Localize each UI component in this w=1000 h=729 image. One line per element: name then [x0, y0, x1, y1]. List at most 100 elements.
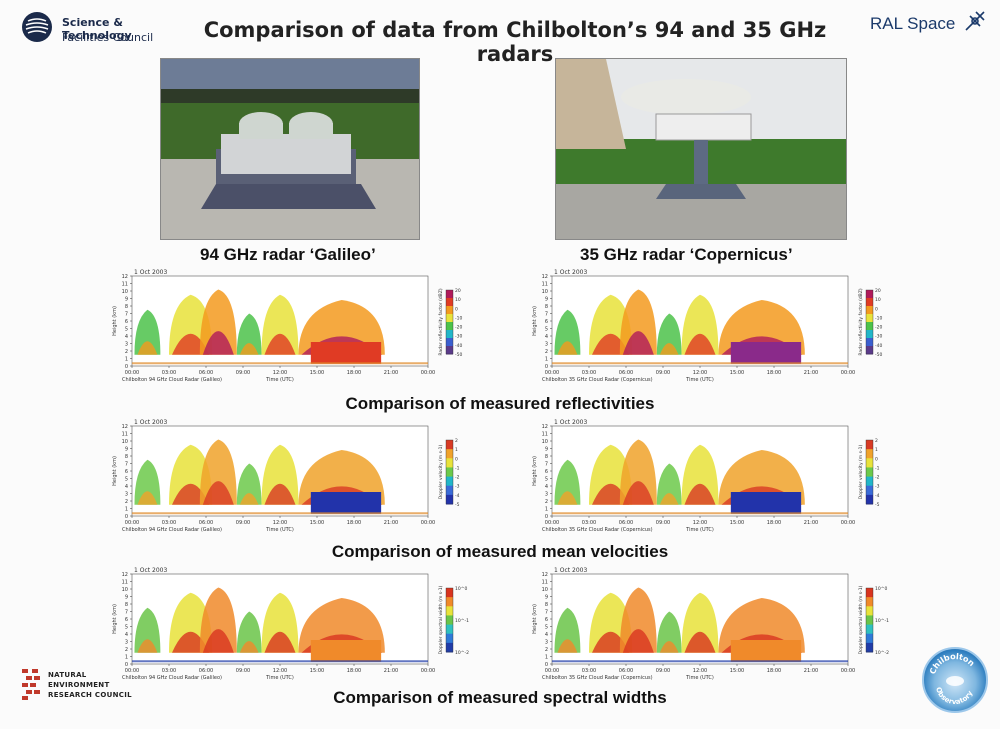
height-tick-label: 4: [125, 334, 128, 340]
colorbar-tick-label: -5: [875, 502, 880, 508]
ral-space-text: RAL Space: [870, 14, 956, 33]
rain-region: [310, 342, 382, 364]
height-tick-label: 3: [545, 640, 548, 646]
colorbar-segment: [866, 485, 873, 496]
cloud-region: [656, 463, 682, 505]
colorbar-segment: [866, 298, 873, 307]
time-tick-label: 00:00: [125, 370, 139, 376]
colorbar-frame: [865, 289, 874, 355]
height-tick-label: 0: [125, 514, 128, 520]
cloud-core: [239, 641, 259, 653]
satellite-icon: [965, 11, 985, 31]
cloud-region: [261, 294, 299, 355]
colorbar-tick-label: -3: [875, 484, 880, 490]
colorbar-segment: [446, 633, 453, 644]
time-tick-label: 18:00: [767, 370, 781, 376]
cloud-core: [622, 331, 654, 355]
colorbar-segment: [866, 467, 873, 478]
height-tick-label: 8: [545, 602, 548, 608]
colorbar-tick-label: -40: [875, 343, 882, 349]
colorbar-segment: [866, 330, 873, 339]
colorbar-tick-label: 10: [455, 297, 461, 303]
height-tick-label: 12: [542, 572, 548, 578]
time-tick-label: 15:00: [310, 520, 324, 526]
colorbar-segment: [446, 449, 453, 459]
cloud-region: [298, 450, 385, 505]
colorbar-tick-label: -10: [875, 315, 882, 321]
time-tick-label: 12:00: [693, 520, 707, 526]
galileo-spectral-width-plot: 1 Oct 2003 0 1 2 3 4 5 6 7 8 9 10 11 12 Height (km) 00:…: [110, 566, 470, 690]
time-axis-label: Time (UTC): [265, 377, 294, 383]
cloud-core: [239, 343, 259, 355]
height-axis-label: Height (km): [532, 456, 538, 486]
copernicus-velocity-plot: 1 Oct 2003 0 1 2 3 4 5 6 7 8 9 10 11 12 Height (km) 00:…: [530, 418, 890, 542]
cloud-core: [137, 639, 158, 653]
height-tick-label: 5: [125, 625, 128, 631]
height-tick-label: 6: [125, 319, 128, 325]
cloud-core: [202, 331, 234, 355]
time-tick-label: 18:00: [767, 520, 781, 526]
height-tick-label: 11: [122, 580, 128, 586]
time-tick-label: 21:00: [384, 370, 398, 376]
height-tick-label: 12: [542, 424, 548, 430]
time-tick-label: 00:00: [841, 668, 855, 674]
galileo-reflectivity-plot: 1 Oct 2003 0 1 2 3 4 5 6 7 8 9 10 11 12 Height (km) 00:…: [110, 268, 470, 392]
cloud-region: [236, 463, 262, 505]
time-tick-label: 03:00: [582, 668, 596, 674]
nerc-line1: NATURAL: [48, 671, 87, 679]
colorbar-tick-label: -50: [875, 352, 882, 358]
time-tick-label: 21:00: [804, 370, 818, 376]
height-tick-label: 6: [545, 319, 548, 325]
height-tick-label: 3: [125, 492, 128, 498]
colorbar-segment: [866, 633, 873, 644]
cloud-core: [557, 341, 578, 355]
colorbar-tick-label: -4: [875, 493, 880, 499]
colorbar-label: Doppler spectral width (m s-1): [858, 585, 864, 654]
height-tick-label: 5: [125, 327, 128, 333]
time-tick-label: 00:00: [545, 520, 559, 526]
colorbar-tick-label: -1: [455, 465, 460, 471]
cloud-core: [557, 639, 578, 653]
cloud-region: [199, 587, 237, 653]
height-tick-label: 1: [545, 655, 548, 661]
colorbar-label: Radar reflectivity factor (dBZ): [858, 288, 864, 355]
date-label: 1 Oct 2003: [134, 419, 167, 426]
colorbar-tick-label: 10^-2: [875, 650, 889, 656]
cloud-region: [656, 611, 682, 653]
time-tick-label: 06:00: [199, 370, 213, 376]
cloud-core: [592, 333, 630, 355]
cloud-region: [619, 587, 657, 653]
height-tick-label: 1: [125, 357, 128, 363]
time-tick-label: 03:00: [162, 668, 176, 674]
height-tick-label: 10: [542, 439, 548, 445]
height-tick-label: 11: [122, 432, 128, 438]
colorbar-tick-label: 10: [875, 297, 881, 303]
colorbar-label: Doppler spectral width (m s-1): [438, 585, 444, 654]
colorbar-label: Doppler velocity (m s-1): [438, 445, 444, 500]
height-tick-label: 7: [545, 462, 548, 468]
height-tick-label: 6: [125, 469, 128, 475]
colorbar-tick-label: 20: [455, 288, 461, 294]
colorbar-tick-label: -1: [875, 465, 880, 471]
height-tick-label: 0: [545, 662, 548, 668]
time-tick-label: 21:00: [384, 520, 398, 526]
height-tick-label: 11: [542, 432, 548, 438]
galileo-velocity-plot: 1 Oct 2003 0 1 2 3 4 5 6 7 8 9 10 11 12 Height (km) 00:…: [110, 418, 470, 542]
height-axis-label: Height (km): [532, 306, 538, 336]
height-tick-label: 10: [122, 289, 128, 295]
colorbar-frame: [865, 439, 874, 505]
cloud-core: [202, 481, 234, 505]
radar-caption: Chilbolton 94 GHz Cloud Radar (Galileo): [122, 675, 222, 681]
cloud-core: [264, 483, 296, 505]
cloud-region: [718, 450, 805, 505]
colorbar-tick-label: -50: [455, 352, 462, 358]
velocity-section-title: Comparison of measured mean velocities: [331, 542, 669, 561]
rain-region: [310, 640, 382, 662]
colorbar-segment: [446, 290, 453, 299]
nerc-emblem-icon: [22, 669, 40, 700]
radar-caption: Chilbolton 35 GHz Cloud Radar (Copernicu…: [542, 527, 653, 533]
